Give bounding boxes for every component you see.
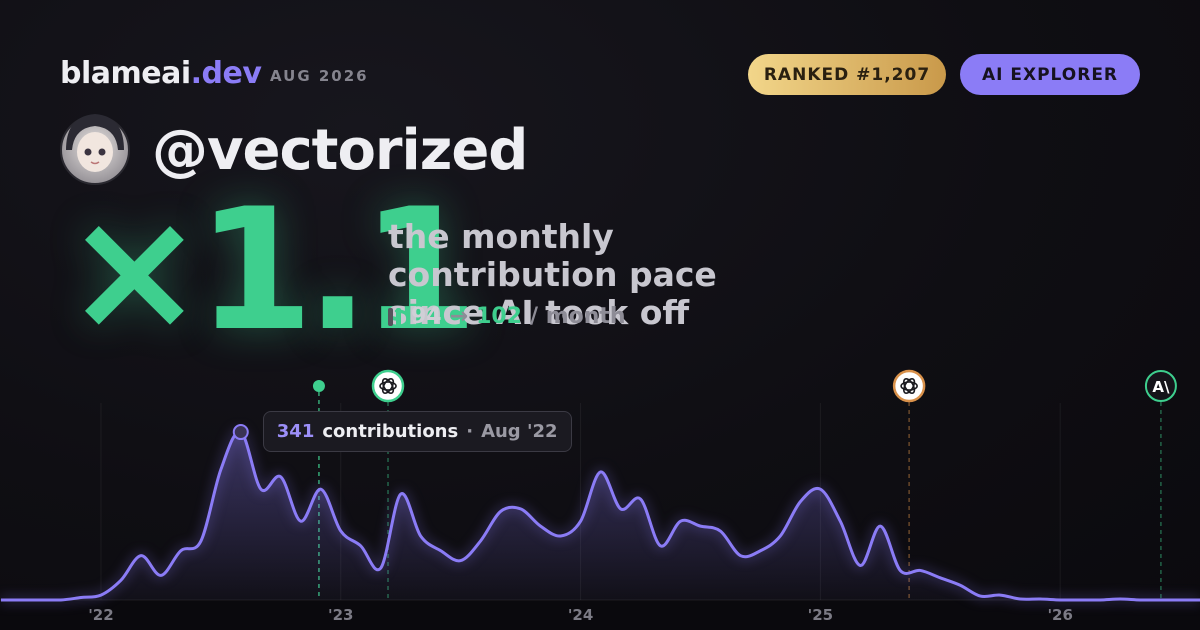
event-marker [892,369,926,600]
multiplier: ×1.1 [64,172,478,368]
pace-after: 102 [476,304,522,329]
date: AUG 2026 [270,67,369,85]
pace-unit: / month [530,304,626,329]
icon-stroke [381,377,395,395]
brand-tld: .dev [190,56,262,91]
headline: the monthly contribution pace since AI t… [388,217,717,332]
brand: blameai.dev [60,56,262,91]
x-tick-label: '25 [808,606,833,624]
event-icon [1144,370,1177,402]
pace-arrow: → [449,304,469,329]
x-tick-label: '24 [568,606,593,624]
x-tick-label: '23 [328,606,353,624]
icon-stroke [903,377,916,395]
event-label: A\ [1152,378,1170,396]
tooltip-separator: · [466,421,474,442]
event-marker: A\ [1144,370,1177,600]
event-icon [371,369,405,403]
icon-stroke [903,377,916,395]
event-dot [312,380,325,392]
handle: @vectorized [152,118,528,183]
pace-icon [388,307,401,326]
x-tick-label: '22 [88,606,113,624]
icon-stroke [381,377,395,395]
x-tick-label: '26 [1047,606,1072,624]
icon-stroke [900,381,918,391]
rank-badge: RANKED #1,207 [748,54,946,95]
area [0,431,1200,601]
pace-before: 94 [411,304,442,329]
tooltip-date: Aug '22 [481,421,558,442]
tooltip-unit: contributions [322,421,459,442]
axis-band [0,600,1200,630]
avatar [60,114,130,185]
event-icon [892,369,926,403]
pace: 94 → 102 / month [388,304,626,329]
icon-stroke [379,381,397,391]
tooltip: 341 contributions · Aug '22 [262,411,572,452]
tooltip-value: 341 [276,421,315,442]
line [0,430,1200,602]
tier-badge: AI EXPLORER [960,54,1140,95]
brand-name: blameai [60,56,191,91]
highlight-point [232,424,249,441]
